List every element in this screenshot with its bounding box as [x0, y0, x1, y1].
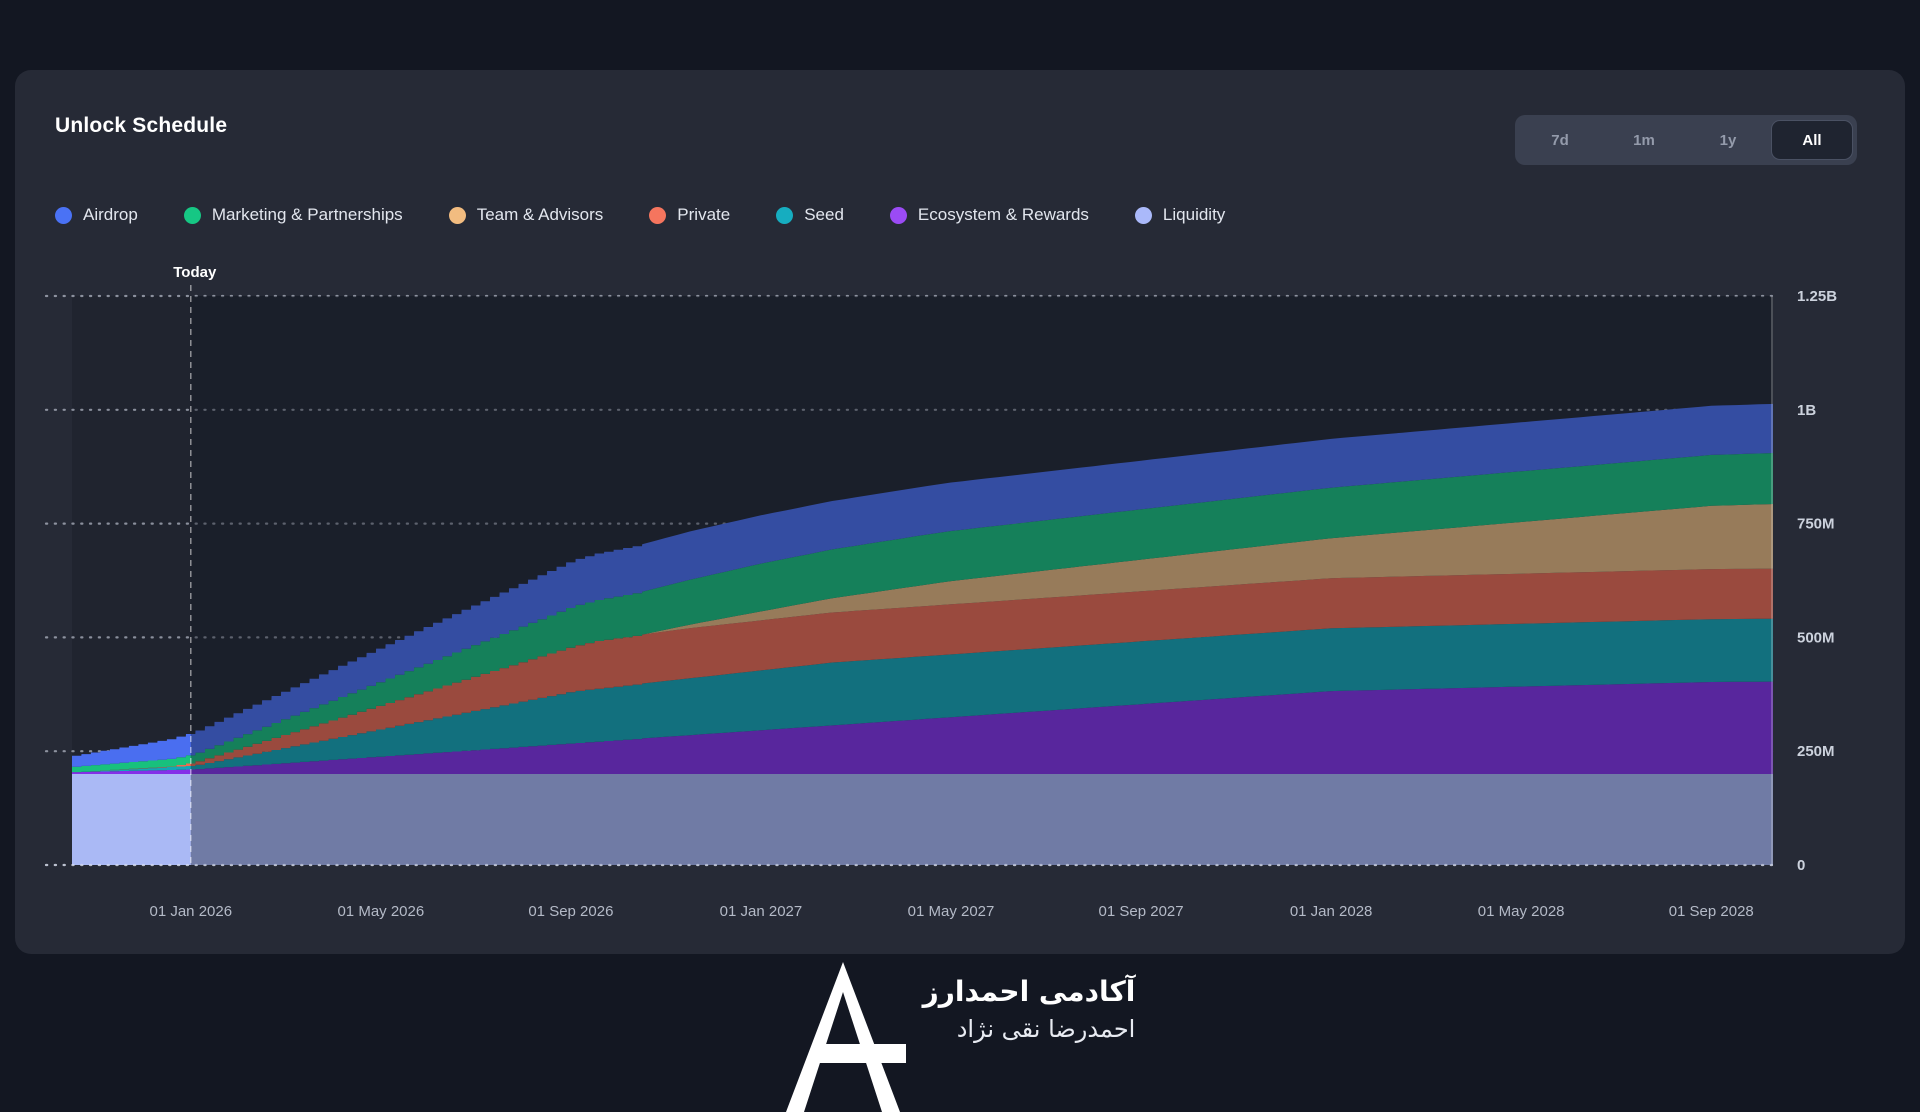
range-selector: 7d 1m 1y All: [1515, 115, 1857, 165]
legend-item-label: Team & Advisors: [476, 205, 604, 224]
legend-item-seed[interactable]: Seed: [776, 205, 844, 225]
brand-title: آکادمی احمدارز: [922, 975, 1136, 1008]
x-axis-label-01-may-2027: 01 May 2027: [908, 903, 995, 920]
legend-item-label: Airdrop: [83, 205, 138, 224]
future-dim-overlay: [190, 296, 1773, 865]
range-option-1m[interactable]: 1m: [1633, 131, 1655, 149]
legend-item-liquidity[interactable]: Liquidity: [1134, 205, 1226, 225]
legend-item-marketing-partnerships[interactable]: Marketing & Partnerships: [183, 205, 403, 225]
x-axis-label-01-jan-2026: 01 Jan 2026: [149, 903, 232, 920]
y-axis-label-1-25b: 1.25B: [1797, 288, 1837, 305]
y-axis-label-500m: 500M: [1797, 629, 1835, 646]
brand-a-logo-icon: [785, 962, 906, 1112]
y-axis-label-1b: 1B: [1797, 402, 1816, 419]
x-axis-label-01-jan-2028: 01 Jan 2028: [1290, 903, 1373, 920]
y-axis-label-250m: 250M: [1797, 743, 1835, 760]
plot-background: [72, 296, 1773, 865]
legend-item-team-advisors[interactable]: Team & Advisors: [448, 205, 604, 225]
y-axis-label-750m: 750M: [1797, 516, 1835, 533]
area-series-liquidity: [72, 774, 1773, 865]
area-series-ecosystem-rewards: [72, 681, 1773, 774]
x-axis-label-01-jan-2027: 01 Jan 2027: [720, 903, 803, 920]
area-series-seed: [72, 618, 1773, 773]
footer-brand: آکادمی احمدارز احمدرضا نقی نژاد: [0, 962, 1920, 1112]
card-title: Unlock Schedule: [55, 114, 228, 137]
legend-dot-icon: [1134, 206, 1152, 224]
legend-item-label: Private: [677, 205, 731, 224]
legend-dot-icon: [649, 206, 667, 224]
legend-item-label: Liquidity: [1162, 205, 1226, 224]
legend-item-label: Ecosystem & Rewards: [917, 205, 1089, 224]
area-series-airdrop: [72, 403, 1773, 767]
range-option-1y[interactable]: 1y: [1719, 131, 1737, 149]
page-background: { "card": { "title": "Unlock Schedule" }…: [15, 70, 1905, 1112]
legend-item-label: Marketing & Partnerships: [211, 205, 403, 224]
legend-item-private[interactable]: Private: [649, 205, 730, 225]
legend-dot-icon: [776, 206, 794, 224]
y-axis-label-0: 0: [1797, 857, 1805, 874]
brand-subtitle: احمدرضا نقی نژاد: [956, 1015, 1136, 1043]
legend-dot-icon: [55, 206, 72, 224]
legend-item-ecosystem-rewards[interactable]: Ecosystem & Rewards: [889, 205, 1089, 225]
x-axis-label-01-may-2026: 01 May 2026: [337, 903, 424, 920]
legend-item-label: Seed: [804, 205, 844, 224]
legend-item-airdrop[interactable]: Airdrop: [55, 205, 138, 225]
x-axis-label-01-sep-2027: 01 Sep 2027: [1099, 903, 1184, 920]
range-option-all[interactable]: All: [1771, 120, 1853, 160]
x-axis-label-01-may-2028: 01 May 2028: [1478, 903, 1565, 920]
chart-legend: Airdrop Marketing & Partnerships Team & Ad…: [55, 198, 1225, 232]
unlock-schedule-card: 0 250M 500M 750M 1B 1.25B 01 Jan 2026 01 May 20…: [15, 70, 1905, 954]
area-series-marketing-partnerships: [72, 453, 1773, 773]
legend-dot-icon: [889, 206, 907, 224]
x-axis-label-01-sep-2026: 01 Sep 2026: [528, 903, 613, 920]
x-axis-label-01-sep-2028: 01 Sep 2028: [1669, 903, 1754, 920]
legend-dot-icon: [183, 206, 201, 224]
range-option-7d[interactable]: 7d: [1551, 131, 1569, 149]
area-series-team-advisors: [72, 504, 1773, 773]
legend-dot-icon: [448, 206, 466, 224]
area-series-private: [72, 568, 1773, 773]
today-label: Today: [173, 264, 217, 281]
